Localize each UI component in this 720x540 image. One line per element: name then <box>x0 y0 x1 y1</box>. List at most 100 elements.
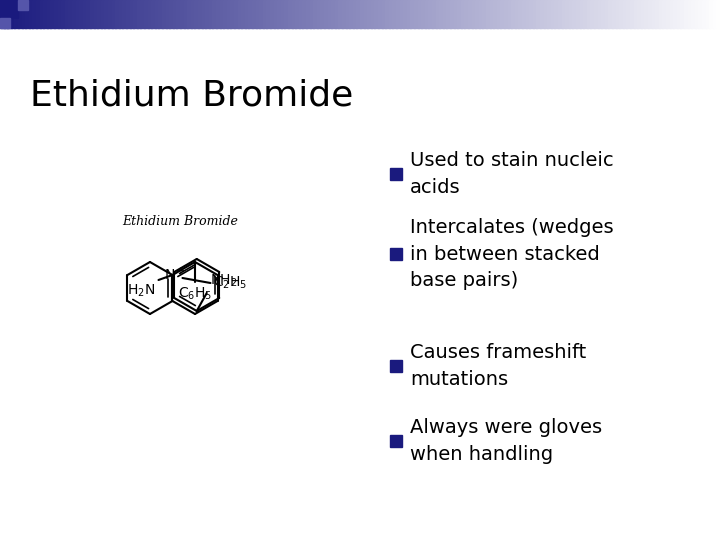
Bar <box>0 0 18 18</box>
Bar <box>464 0 469 28</box>
Bar <box>72 0 76 28</box>
Text: H$_2$N: H$_2$N <box>127 283 156 299</box>
Bar <box>302 0 307 28</box>
Bar <box>414 0 418 28</box>
Bar <box>223 0 228 28</box>
Bar <box>529 0 534 28</box>
Bar <box>349 0 354 28</box>
Bar <box>374 0 379 28</box>
Bar <box>310 0 314 28</box>
Bar <box>360 0 364 28</box>
Bar <box>0 18 10 28</box>
Bar <box>713 0 717 28</box>
Bar <box>212 0 217 28</box>
Bar <box>702 0 706 28</box>
Text: C$_2$H$_5$: C$_2$H$_5$ <box>214 275 248 291</box>
Bar <box>122 0 127 28</box>
Bar <box>176 0 181 28</box>
Bar <box>335 0 339 28</box>
Bar <box>180 0 184 28</box>
Bar <box>515 0 519 28</box>
Bar <box>390 248 402 260</box>
Bar <box>216 0 220 28</box>
Bar <box>536 0 541 28</box>
Bar <box>688 0 692 28</box>
Bar <box>234 0 238 28</box>
Bar <box>194 0 199 28</box>
Bar <box>594 0 598 28</box>
Bar <box>680 0 685 28</box>
Bar <box>565 0 570 28</box>
Bar <box>526 0 530 28</box>
Bar <box>644 0 649 28</box>
Bar <box>299 0 303 28</box>
Bar <box>403 0 408 28</box>
Bar <box>281 0 285 28</box>
Bar <box>47 0 51 28</box>
Bar <box>209 0 213 28</box>
Bar <box>18 0 22 28</box>
Bar <box>461 0 465 28</box>
Bar <box>151 0 156 28</box>
Bar <box>652 0 656 28</box>
Bar <box>104 0 109 28</box>
Bar <box>421 0 426 28</box>
Bar <box>126 0 130 28</box>
Bar <box>511 0 516 28</box>
Bar <box>390 435 402 447</box>
Bar <box>486 0 490 28</box>
Bar <box>50 0 55 28</box>
Bar <box>392 0 397 28</box>
Bar <box>227 0 231 28</box>
Bar <box>58 0 62 28</box>
Bar <box>169 0 174 28</box>
Bar <box>673 0 678 28</box>
Bar <box>277 0 282 28</box>
Bar <box>518 0 523 28</box>
Bar <box>18 0 28 10</box>
Bar <box>540 0 544 28</box>
Bar <box>205 0 210 28</box>
Bar <box>162 0 166 28</box>
Bar <box>25 0 30 28</box>
Bar <box>320 0 325 28</box>
Bar <box>259 0 264 28</box>
Bar <box>587 0 591 28</box>
Bar <box>252 0 256 28</box>
Bar <box>65 0 69 28</box>
Bar <box>263 0 267 28</box>
Bar <box>666 0 670 28</box>
Bar <box>497 0 501 28</box>
Bar <box>367 0 372 28</box>
Bar <box>202 0 206 28</box>
Bar <box>331 0 336 28</box>
Bar <box>353 0 357 28</box>
Bar <box>436 0 440 28</box>
Bar <box>572 0 577 28</box>
Bar <box>479 0 483 28</box>
Bar <box>428 0 433 28</box>
Bar <box>40 0 44 28</box>
Bar <box>241 0 246 28</box>
Bar <box>371 0 375 28</box>
Bar <box>32 0 37 28</box>
Bar <box>130 0 134 28</box>
Bar <box>619 0 624 28</box>
Bar <box>184 0 188 28</box>
Bar <box>338 0 343 28</box>
Bar <box>230 0 235 28</box>
Text: Used to stain nucleic
acids: Used to stain nucleic acids <box>410 151 613 197</box>
Text: Causes frameshift
mutations: Causes frameshift mutations <box>410 343 586 389</box>
Bar <box>612 0 616 28</box>
Bar <box>691 0 696 28</box>
Bar <box>598 0 602 28</box>
Bar <box>446 0 451 28</box>
Bar <box>482 0 487 28</box>
Bar <box>108 0 112 28</box>
Bar <box>677 0 681 28</box>
Bar <box>493 0 498 28</box>
Bar <box>547 0 552 28</box>
Bar <box>43 0 48 28</box>
Bar <box>29 0 33 28</box>
Bar <box>655 0 660 28</box>
